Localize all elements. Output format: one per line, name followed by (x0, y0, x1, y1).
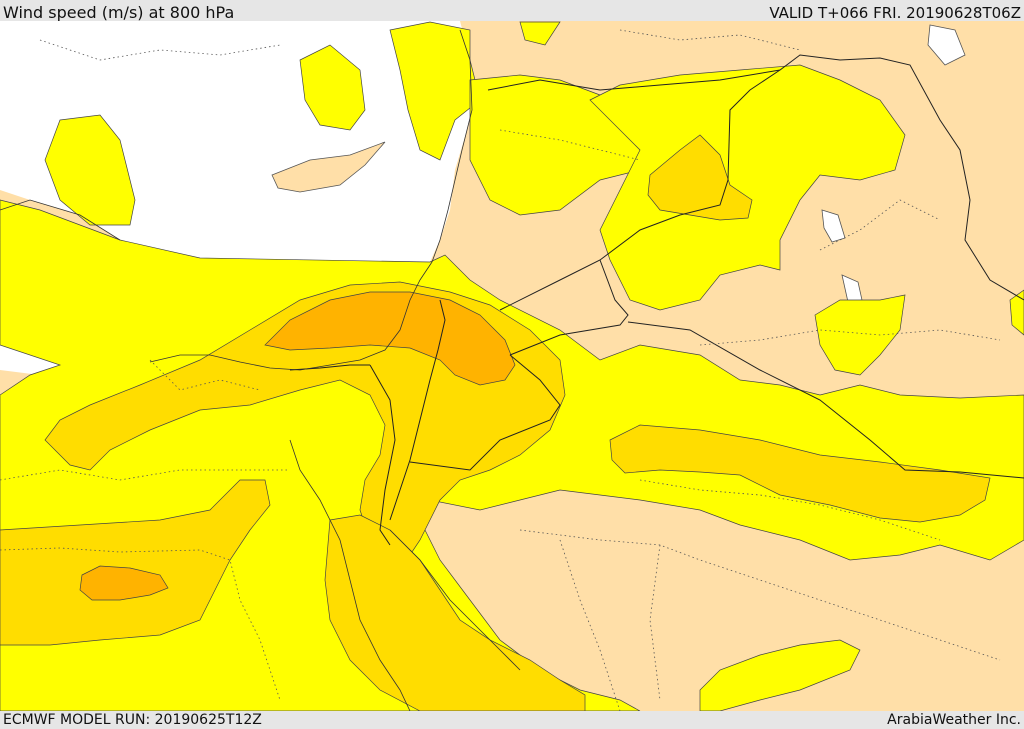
lake-van-north (927, 24, 966, 66)
country-borders (289, 54, 1024, 546)
province-boundaries (0, 29, 1001, 711)
valid-time: VALID T+066 FRI. 20190628T06Z (769, 4, 1021, 22)
cyprus (271, 141, 386, 193)
model-run: ECMWF MODEL RUN: 20190625T12Z (3, 712, 262, 728)
map-canvas (0, 21, 1024, 711)
coastlines (0, 29, 521, 711)
wind-band-3 (79, 291, 516, 601)
header-bar: Wind speed (m/s) at 800 hPa VALID T+066 … (0, 0, 1024, 22)
wind-speed-map (0, 21, 1024, 711)
map-title: Wind speed (m/s) at 800 hPa (3, 3, 235, 22)
credit-label: ArabiaWeather Inc. (887, 712, 1021, 728)
footer-bar: ECMWF MODEL RUN: 20190625T12Z ArabiaWeat… (0, 711, 1024, 729)
lake-urmia (821, 209, 846, 243)
